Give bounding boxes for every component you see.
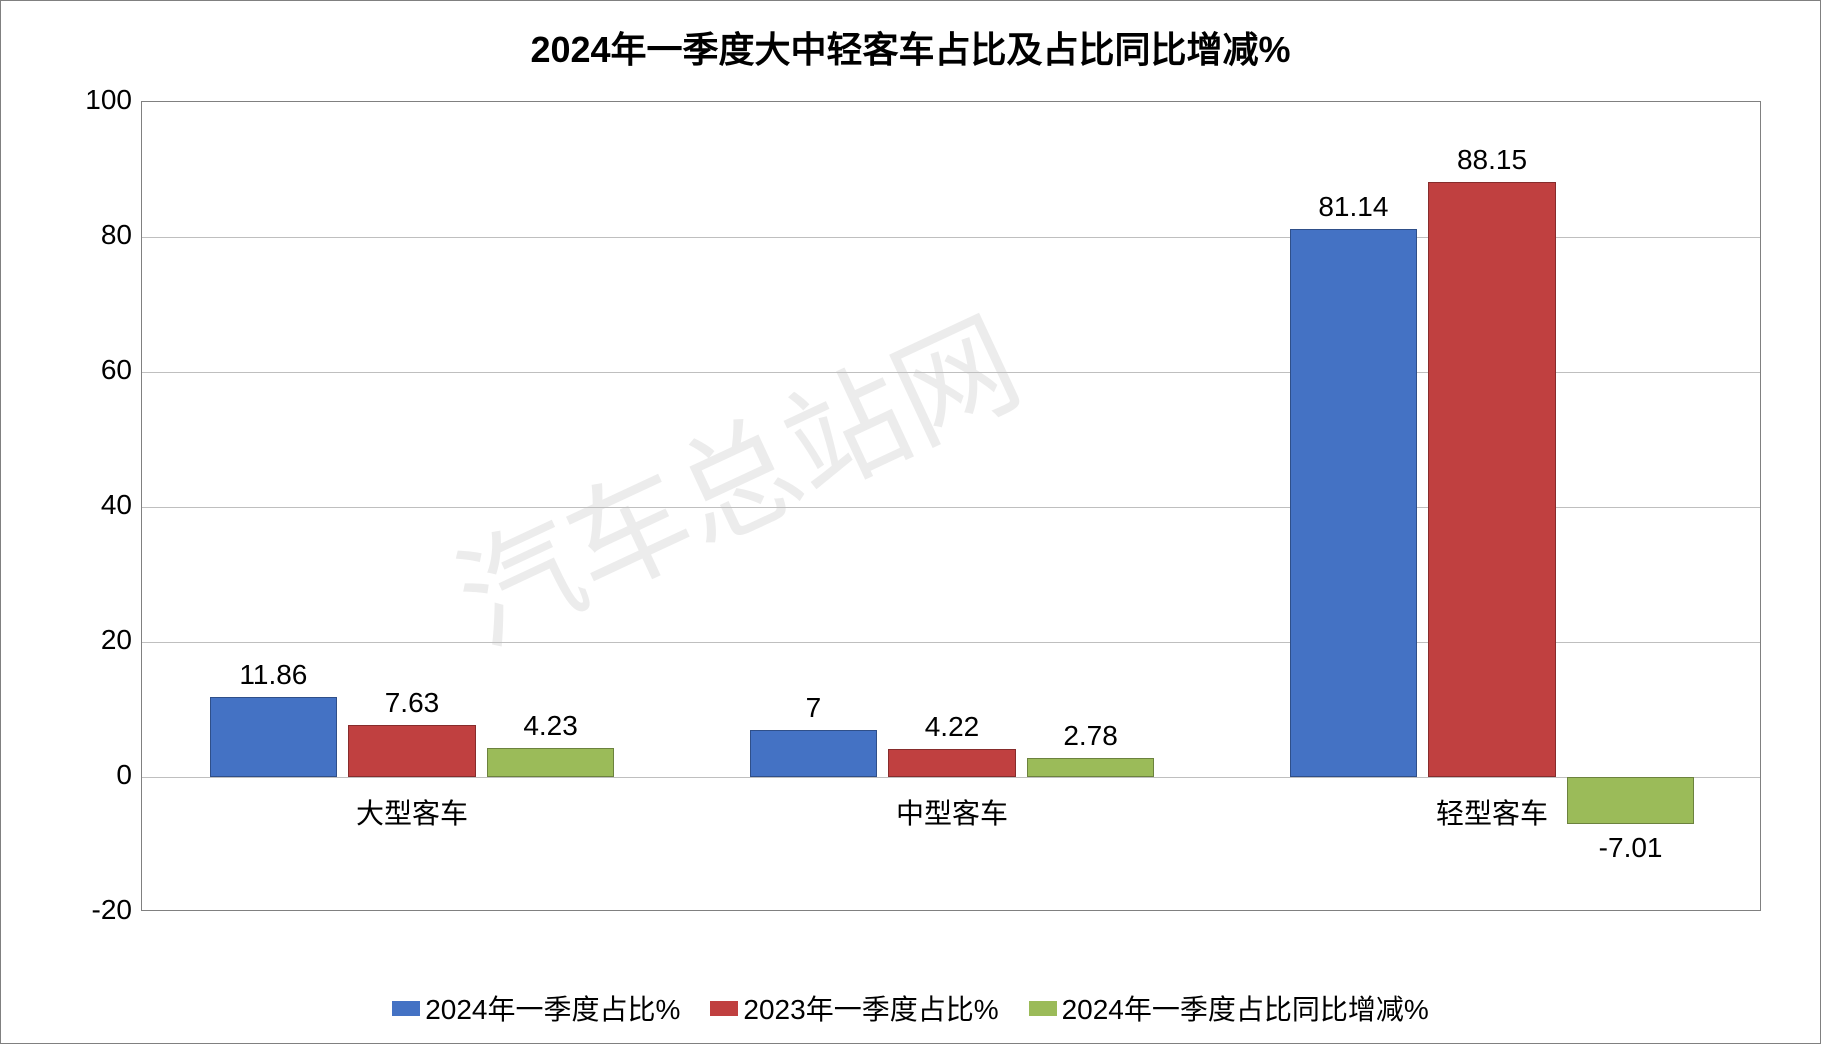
- legend-text: 2024年一季度占比同比增减%: [1062, 994, 1429, 1025]
- bar: [1428, 182, 1556, 777]
- bar: [487, 748, 615, 777]
- legend-item: 2023年一季度占比%: [710, 988, 998, 1028]
- data-label: 88.15: [1398, 144, 1586, 176]
- data-label: 4.23: [457, 710, 645, 742]
- legend-item: 2024年一季度占比同比增减%: [1029, 988, 1429, 1028]
- chart-title: 2024年一季度大中轻客车占比及占比同比增减%: [1, 21, 1820, 73]
- gridline: [142, 777, 1760, 778]
- legend-swatch: [392, 1001, 420, 1016]
- bar: [1027, 758, 1155, 777]
- bar: [1290, 229, 1418, 777]
- y-tick-label: 100: [12, 84, 132, 116]
- y-tick-label: 0: [12, 759, 132, 791]
- y-tick-label: 80: [12, 219, 132, 251]
- y-tick-label: -20: [12, 894, 132, 926]
- plot-area: 汽车总站网 -2002040608010011.867.634.23大型客车74…: [141, 101, 1761, 911]
- data-label: 2.78: [997, 720, 1185, 752]
- data-label: -7.01: [1537, 832, 1725, 864]
- legend-swatch: [710, 1001, 738, 1016]
- y-tick-label: 40: [12, 489, 132, 521]
- legend-text: 2023年一季度占比%: [743, 994, 998, 1025]
- data-label: 11.86: [180, 659, 368, 691]
- chart-container: 2024年一季度大中轻客车占比及占比同比增减% 汽车总站网 -20 0 20 40 60…: [0, 0, 1821, 1044]
- legend-item: 2024年一季度占比%: [392, 988, 680, 1028]
- legend-text: 2024年一季度占比%: [425, 994, 680, 1025]
- data-label: 81.14: [1260, 191, 1448, 223]
- category-label: 轻型客车: [1222, 792, 1762, 832]
- legend: 2024年一季度占比% 2023年一季度占比% 2024年一季度占比同比增减%: [1, 988, 1820, 1028]
- y-tick-label: 60: [12, 354, 132, 386]
- bar: [888, 749, 1016, 777]
- gridline: [142, 912, 1760, 913]
- y-tick-label: 20: [12, 624, 132, 656]
- watermark: 汽车总站网: [425, 267, 1042, 678]
- gridline: [142, 102, 1760, 103]
- category-label: 大型客车: [142, 792, 682, 832]
- category-label: 中型客车: [682, 792, 1222, 832]
- legend-swatch: [1029, 1001, 1057, 1016]
